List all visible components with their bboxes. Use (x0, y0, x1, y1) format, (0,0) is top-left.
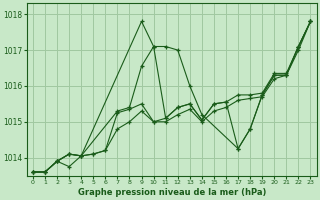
X-axis label: Graphe pression niveau de la mer (hPa): Graphe pression niveau de la mer (hPa) (77, 188, 266, 197)
